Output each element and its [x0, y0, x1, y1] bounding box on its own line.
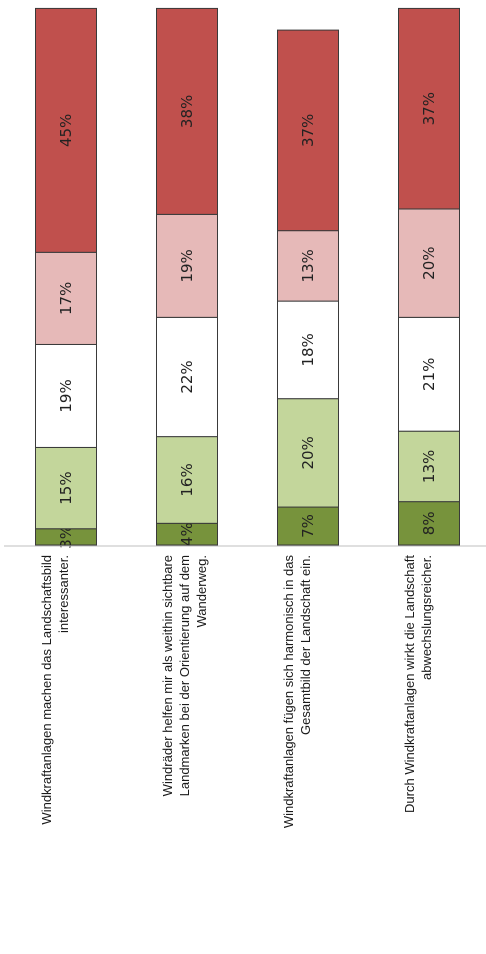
bar-segment-3-0	[398, 501, 460, 546]
data-label-0-2: 19%	[57, 379, 75, 412]
category-label-line-1-1: Landmarken bei der Orientierung auf dem	[177, 555, 192, 796]
category-label-line-0-0: Windkraftanlagen machen das Landschaftsb…	[39, 555, 54, 825]
category-label-line-1-2: Wanderweg.	[194, 555, 209, 628]
data-label-0-0: 3%	[57, 525, 75, 549]
data-label-1-4: 38%	[178, 95, 196, 128]
data-label-2-1: 20%	[299, 436, 317, 469]
bar-segment-2-2	[277, 300, 339, 400]
data-label-0-4: 45%	[57, 114, 75, 147]
data-label-1-0: 4%	[178, 522, 196, 546]
category-label-text-3: Durch Windkraftanlagen wirkt die Landsch…	[402, 555, 434, 813]
category-label-line-1-0: Windräder helfen mir als weithin sichtba…	[160, 555, 175, 796]
category-label-2: Windkraftanlagen fügen sich harmonisch i…	[281, 555, 313, 829]
bar-segment-2-0	[277, 506, 339, 546]
data-label-2-0: 7%	[299, 514, 317, 538]
bar-segment-2-3	[277, 230, 339, 302]
data-label-0-3: 17%	[57, 282, 75, 315]
category-label-line-3-1: abwechslungsreicher.	[419, 555, 434, 680]
bar-segment-3-3	[398, 208, 460, 318]
data-label-3-1: 13%	[420, 450, 438, 483]
data-label-2-3: 13%	[299, 249, 317, 282]
bar-segment-3-2	[398, 316, 460, 432]
category-label-line-0-1: interessanter.	[56, 555, 71, 633]
bar-group: 3% 15% 19% 17% 45% 4% 16% 22% 19% 38% 7% 20% 18% 13% 3…	[35, 7, 460, 549]
bar-segment-2-4	[277, 29, 339, 232]
data-label-3-4: 37%	[420, 92, 438, 125]
data-label-0-1: 15%	[57, 471, 75, 504]
bar-segment-3-4	[398, 7, 460, 210]
category-label-text-2: Windkraftanlagen fügen sich harmonisch i…	[281, 555, 313, 829]
category-label-text-1: Windräder helfen mir als weithin sichtba…	[160, 555, 209, 796]
data-label-1-3: 19%	[178, 249, 196, 282]
data-label-2-4: 37%	[299, 114, 317, 147]
category-label-line-3-0: Durch Windkraftanlagen wirkt die Landsch…	[402, 555, 417, 813]
category-label-line-2-0: Windkraftanlagen fügen sich harmonisch i…	[281, 555, 296, 829]
data-label-1-2: 22%	[178, 360, 196, 393]
bar-segment-0-1	[35, 446, 97, 530]
category-label-1: Windräder helfen mir als weithin sichtba…	[160, 555, 209, 796]
bar-segment-0-4	[35, 7, 97, 253]
bar-segment-3-1	[398, 430, 460, 503]
bar-segment-0-2	[35, 343, 97, 448]
category-label-text-0: Windkraftanlagen machen das Landschaftsb…	[39, 555, 71, 825]
bar-segment-1-2	[156, 316, 218, 438]
data-label-1-1: 16%	[178, 463, 196, 496]
category-label-3: Durch Windkraftanlagen wirkt die Landsch…	[402, 555, 434, 813]
bar-segment-1-3	[156, 213, 218, 318]
data-label-3-2: 21%	[420, 358, 438, 391]
category-label-line-2-1: Gesamtbild der Landschaft ein.	[298, 555, 313, 735]
bar-segment-1-4	[156, 7, 218, 215]
bar-segment-0-3	[35, 251, 97, 345]
data-label-3-0: 8%	[420, 511, 438, 535]
data-label-3-3: 20%	[420, 246, 438, 279]
category-label-0: Windkraftanlagen machen das Landschaftsb…	[39, 555, 71, 825]
data-label-2-2: 18%	[299, 333, 317, 366]
category-labels: Windkraftanlagen machen das Landschaftsb…	[39, 555, 434, 829]
